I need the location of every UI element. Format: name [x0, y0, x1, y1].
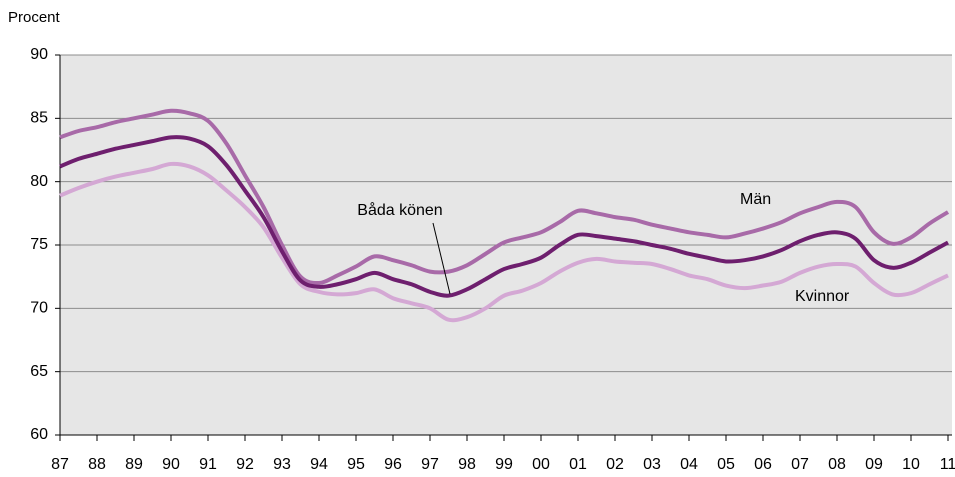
- x-tick-label: 90: [162, 456, 180, 473]
- x-tick-label: 09: [865, 456, 883, 473]
- y-tick-label: 85: [30, 110, 48, 127]
- x-tick-label: 97: [421, 456, 439, 473]
- x-tick-label: 88: [88, 456, 106, 473]
- y-tick-label: 70: [30, 300, 48, 317]
- y-tick-label: 90: [30, 46, 48, 63]
- x-tick-label: 94: [310, 456, 328, 473]
- x-tick-label: 99: [495, 456, 513, 473]
- y-tick-label: 60: [30, 426, 48, 443]
- leader-line: [432, 222, 451, 295]
- series-line: [59, 108, 950, 286]
- x-tick-label: 05: [717, 456, 735, 473]
- series-label: Män: [740, 191, 771, 208]
- x-tick-label: 98: [458, 456, 476, 473]
- x-tick-label: 87: [51, 456, 69, 473]
- y-tick-label: 65: [30, 363, 48, 380]
- series-label: Kvinnor: [795, 288, 850, 305]
- x-tick-label: 96: [384, 456, 402, 473]
- y-tick-label: 80: [30, 173, 48, 190]
- series-label: Båda könen: [357, 201, 442, 219]
- series-line: [59, 161, 949, 323]
- y-axis-label: Procent: [8, 9, 61, 26]
- x-tick-label: 03: [643, 456, 661, 473]
- x-tick-label: 95: [347, 456, 365, 473]
- x-tick-label: 91: [199, 456, 217, 473]
- x-tick-label: 92: [236, 456, 254, 473]
- y-tick-label: 75: [30, 236, 48, 253]
- series-line: [59, 135, 949, 298]
- x-tick-label: 02: [606, 456, 624, 473]
- x-tick-label: 08: [828, 456, 846, 473]
- x-tick-label: 00: [532, 456, 550, 473]
- x-tick-label: 89: [125, 456, 143, 473]
- x-tick-label: 11: [940, 456, 955, 473]
- x-tick-label: 01: [569, 456, 587, 473]
- x-tick-label: 04: [680, 456, 698, 473]
- x-tick-label: 06: [754, 456, 772, 473]
- x-tick-label: 10: [902, 456, 920, 473]
- x-tick-label: 93: [273, 456, 291, 473]
- x-tick-label: 07: [791, 456, 809, 473]
